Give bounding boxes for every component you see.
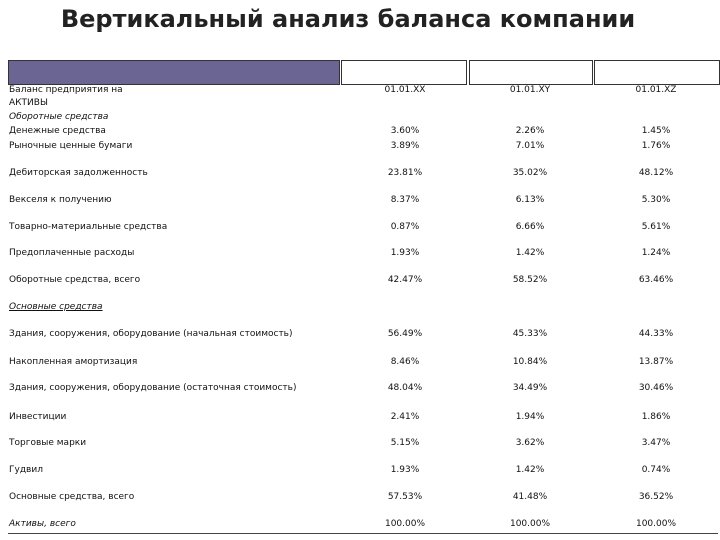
row-label: Основные средства bbox=[9, 302, 103, 312]
column-header: 01.01.XY bbox=[509, 85, 551, 95]
cell-value: 3.47% bbox=[641, 438, 671, 448]
cell-value: 1.42% bbox=[515, 465, 545, 475]
cell-value: 100.00% bbox=[509, 519, 551, 529]
cell-value: 1.45% bbox=[641, 126, 671, 136]
column-header: 01.01.XZ bbox=[635, 85, 677, 95]
cell-value: 5.15% bbox=[390, 438, 420, 448]
cell-value: 58.52% bbox=[512, 275, 548, 285]
cell-value: 5.30% bbox=[641, 195, 671, 205]
cell-value: 0.74% bbox=[641, 465, 671, 475]
header-bar bbox=[8, 60, 340, 85]
header-cell bbox=[469, 60, 593, 85]
cell-value: 1.24% bbox=[641, 248, 671, 258]
cell-value: 1.42% bbox=[515, 248, 545, 258]
cell-value: 34.49% bbox=[512, 383, 548, 393]
row-label: Дебиторская задолженность bbox=[9, 168, 148, 178]
cell-value: 48.04% bbox=[387, 383, 423, 393]
cell-value: 13.87% bbox=[638, 357, 674, 367]
cell-value: 3.89% bbox=[390, 141, 420, 151]
cell-value: 2.41% bbox=[390, 412, 420, 422]
cell-value: 63.46% bbox=[638, 275, 674, 285]
cell-value: 1.76% bbox=[641, 141, 671, 151]
cell-value: 7.01% bbox=[515, 141, 545, 151]
cell-value: 36.52% bbox=[638, 492, 674, 502]
row-label: Оборотные средства bbox=[9, 112, 109, 122]
row-label: Активы, всего bbox=[9, 519, 76, 529]
cell-value: 30.46% bbox=[638, 383, 674, 393]
cell-value: 100.00% bbox=[635, 519, 677, 529]
cell-value: 100.00% bbox=[384, 519, 426, 529]
row-label: Предоплаченные расходы bbox=[9, 248, 135, 258]
cell-value: 35.02% bbox=[512, 168, 548, 178]
cell-value: 3.62% bbox=[515, 438, 545, 448]
row-label: Основные средства, всего bbox=[9, 492, 135, 502]
header-cell bbox=[341, 60, 467, 85]
row-label: АКТИВЫ bbox=[9, 98, 48, 108]
cell-value: 5.61% bbox=[641, 222, 671, 232]
cell-value: 45.33% bbox=[512, 329, 548, 339]
row-label: Гудвил bbox=[9, 465, 43, 475]
cell-value: 1.86% bbox=[641, 412, 671, 422]
cell-value: 6.66% bbox=[515, 222, 545, 232]
row-label: Здания, сооружения, оборудование (началь… bbox=[9, 329, 293, 339]
row-label: Векселя к получению bbox=[9, 195, 112, 205]
cell-value: 10.84% bbox=[512, 357, 548, 367]
row-label: Рыночные ценные бумаги bbox=[9, 141, 133, 151]
cell-value: 57.53% bbox=[387, 492, 423, 502]
row-label: Оборотные средства, всего bbox=[9, 275, 141, 285]
row-label: Инвестиции bbox=[9, 412, 67, 422]
cell-value: 42.47% bbox=[387, 275, 423, 285]
cell-value: 23.81% bbox=[387, 168, 423, 178]
row-label: Торговые марки bbox=[9, 438, 87, 448]
bottom-rule bbox=[8, 533, 718, 534]
cell-value: 56.49% bbox=[387, 329, 423, 339]
cell-value: 8.37% bbox=[390, 195, 420, 205]
cell-value: 2.26% bbox=[515, 126, 545, 136]
title: Вертикальный анализ баланса компании bbox=[60, 5, 636, 33]
cell-value: 6.13% bbox=[515, 195, 545, 205]
cell-value: 0.87% bbox=[390, 222, 420, 232]
row-label: Накопленная амортизация bbox=[9, 357, 138, 367]
cell-value: 1.94% bbox=[515, 412, 545, 422]
row-label: Товарно-материальные средства bbox=[9, 222, 168, 232]
row-label: Здания, сооружения, оборудование (остато… bbox=[9, 383, 297, 393]
header-cell bbox=[594, 60, 720, 85]
cell-value: 41.48% bbox=[512, 492, 548, 502]
row-label: Денежные средства bbox=[9, 126, 106, 136]
cell-value: 1.93% bbox=[390, 248, 420, 258]
cell-value: 8.46% bbox=[390, 357, 420, 367]
cell-value: 44.33% bbox=[638, 329, 674, 339]
row-label: Баланс предприятия на bbox=[9, 85, 123, 95]
cell-value: 3.60% bbox=[390, 126, 420, 136]
column-header: 01.01.XX bbox=[384, 85, 426, 95]
cell-value: 1.93% bbox=[390, 465, 420, 475]
cell-value: 48.12% bbox=[638, 168, 674, 178]
